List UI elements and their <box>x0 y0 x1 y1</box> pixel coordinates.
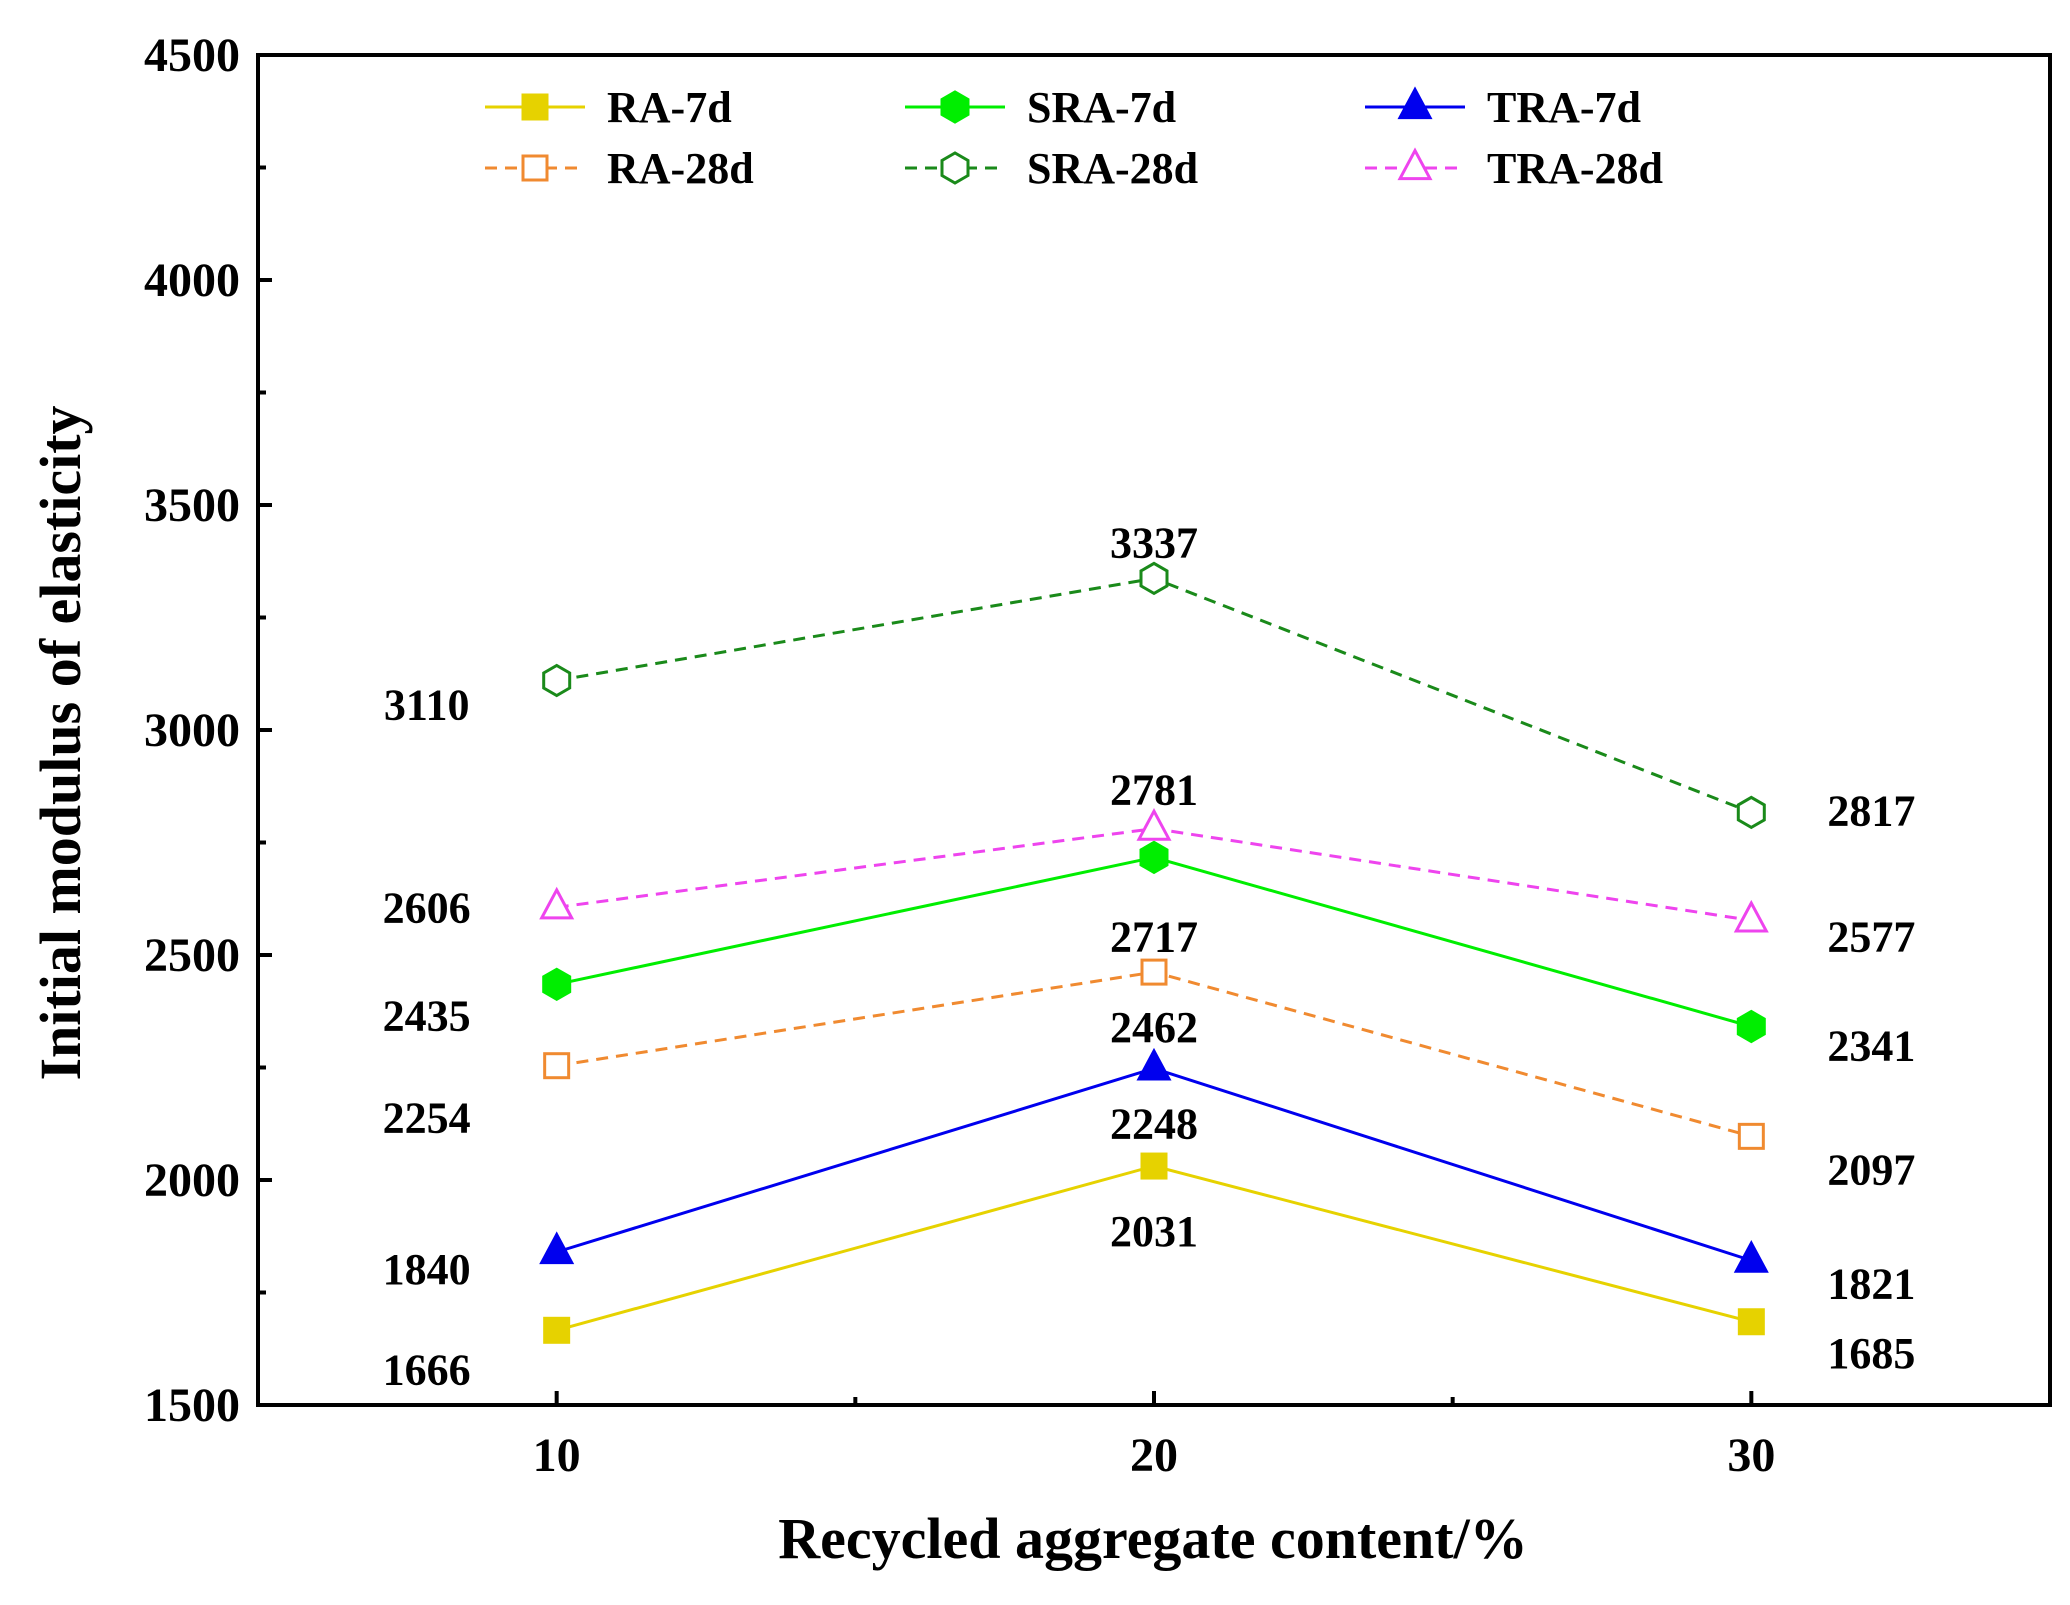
data-label: 2341 <box>1827 1022 1915 1071</box>
data-point <box>544 666 570 696</box>
x-axis-title: Recycled aggregate content/% <box>778 1506 1527 1571</box>
legend-label: TRA-7d <box>1487 83 1641 132</box>
y-axis-title: Initial modulus of elasticity <box>28 405 93 1080</box>
data-label: 2462 <box>1110 1003 1198 1052</box>
data-point <box>1142 1154 1166 1178</box>
data-point <box>545 1318 569 1342</box>
legend-marker <box>942 92 968 122</box>
y-tick-label: 3000 <box>144 704 240 757</box>
plot-area <box>258 55 2050 1405</box>
y-tick-label: 4500 <box>144 29 240 82</box>
x-tick-label: 20 <box>1130 1429 1178 1482</box>
data-label: 1685 <box>1827 1329 1915 1378</box>
data-label: 3337 <box>1110 518 1198 567</box>
legend-label: SRA-28d <box>1027 144 1198 193</box>
data-label: 2606 <box>383 883 471 932</box>
data-point <box>1738 1012 1764 1042</box>
y-tick-label: 1500 <box>144 1379 240 1432</box>
data-point <box>1141 563 1167 593</box>
data-point <box>544 969 570 999</box>
y-tick-label: 4000 <box>144 254 240 307</box>
legend-label: SRA-7d <box>1027 83 1176 132</box>
y-tick-label: 3500 <box>144 479 240 532</box>
legend-label: RA-7d <box>607 83 732 132</box>
legend-label: RA-28d <box>607 144 754 193</box>
data-label: 1666 <box>383 1345 471 1394</box>
x-tick-label: 10 <box>533 1429 581 1482</box>
legend-marker <box>523 95 547 119</box>
data-label: 2031 <box>1110 1207 1198 1256</box>
legend-marker <box>523 156 547 180</box>
data-label: 2097 <box>1827 1145 1915 1194</box>
data-label: 3110 <box>384 681 470 730</box>
legend-marker <box>942 153 968 183</box>
data-label: 2248 <box>1110 1099 1198 1148</box>
x-tick-label: 30 <box>1727 1429 1775 1482</box>
data-point <box>1141 842 1167 872</box>
legend-label: TRA-28d <box>1487 144 1663 193</box>
data-label: 1821 <box>1827 1260 1915 1309</box>
data-point <box>1142 960 1166 984</box>
data-label: 1840 <box>383 1245 471 1294</box>
chart: 1500 2000 2500 3000 3500 4000 4500 10 20 30 1666… <box>0 0 2070 1600</box>
chart-svg: 1500 2000 2500 3000 3500 4000 4500 10 20 30 1666… <box>0 0 2070 1600</box>
y-tick-label: 2000 <box>144 1154 240 1207</box>
data-label: 2254 <box>383 1094 471 1143</box>
y-tick-label: 2500 <box>144 929 240 982</box>
data-label: 2435 <box>383 991 471 1040</box>
data-point <box>1738 797 1764 827</box>
data-point <box>1739 1124 1763 1148</box>
data-label: 2781 <box>1110 766 1198 815</box>
data-label: 2817 <box>1827 786 1915 835</box>
data-label: 2717 <box>1110 912 1198 961</box>
data-point <box>1739 1310 1763 1334</box>
data-label: 2577 <box>1827 912 1915 961</box>
y-axis: 1500 2000 2500 3000 3500 4000 4500 <box>144 29 272 1432</box>
data-point <box>545 1054 569 1078</box>
